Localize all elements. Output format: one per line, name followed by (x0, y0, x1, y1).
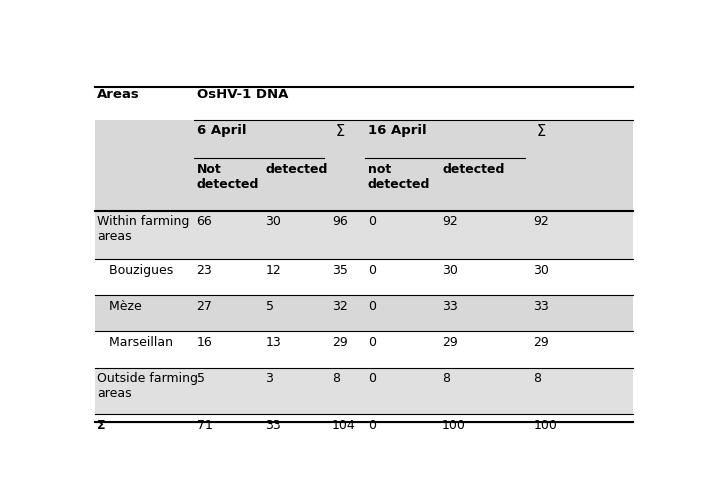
Text: 100: 100 (533, 419, 557, 432)
Text: detected: detected (442, 163, 505, 176)
Text: 104: 104 (332, 419, 355, 432)
Bar (95, 158, 632, 211)
Text: 30: 30 (442, 264, 458, 277)
Text: 92: 92 (533, 215, 549, 228)
Text: 71: 71 (197, 419, 212, 432)
Bar (95, 120, 632, 158)
Text: 33: 33 (533, 300, 549, 313)
Text: 0: 0 (367, 264, 376, 277)
Text: 6 April: 6 April (197, 124, 246, 137)
Text: 30: 30 (533, 264, 549, 277)
Text: 33: 33 (442, 300, 458, 313)
Text: 0: 0 (367, 373, 376, 385)
Text: 33: 33 (266, 419, 281, 432)
Text: Σ: Σ (335, 124, 345, 139)
Text: not
detected: not detected (367, 163, 430, 191)
Text: 23: 23 (197, 264, 212, 277)
Bar (95, 368, 632, 414)
Text: 5: 5 (266, 300, 273, 313)
Text: Areas: Areas (98, 89, 140, 102)
Text: 8: 8 (332, 373, 340, 385)
Text: 13: 13 (266, 336, 281, 349)
Text: 29: 29 (442, 336, 458, 349)
Text: 0: 0 (367, 215, 376, 228)
Text: Marseillan: Marseillan (98, 336, 173, 349)
Text: Σ: Σ (98, 419, 106, 432)
Text: OsHV-1 DNA: OsHV-1 DNA (197, 89, 288, 102)
Text: 0: 0 (367, 300, 376, 313)
Bar (95, 211, 632, 259)
Text: 12: 12 (266, 264, 281, 277)
Text: 30: 30 (266, 215, 281, 228)
Text: 3: 3 (266, 373, 273, 385)
Bar (95, 259, 632, 295)
Text: Mèze: Mèze (98, 300, 142, 313)
Text: 100: 100 (442, 419, 466, 432)
Bar (95, 414, 632, 422)
Text: 16: 16 (197, 336, 212, 349)
Text: 96: 96 (332, 215, 347, 228)
Text: 5: 5 (197, 373, 204, 385)
Text: 27: 27 (197, 300, 212, 313)
Text: Within farming
areas: Within farming areas (98, 215, 189, 243)
Bar (95, 332, 632, 368)
Text: detected: detected (266, 163, 328, 176)
Text: 29: 29 (332, 336, 347, 349)
Text: 8: 8 (533, 373, 541, 385)
Text: 0: 0 (367, 336, 376, 349)
Text: 8: 8 (442, 373, 450, 385)
Text: 32: 32 (332, 300, 347, 313)
Text: Σ: Σ (537, 124, 546, 139)
Bar (95, 87, 632, 120)
Text: 29: 29 (533, 336, 549, 349)
Text: Not
detected: Not detected (197, 163, 259, 191)
Text: 66: 66 (197, 215, 212, 228)
Text: Bouzigues: Bouzigues (98, 264, 174, 277)
Text: 0: 0 (367, 419, 376, 432)
Text: 35: 35 (332, 264, 347, 277)
Bar (95, 295, 632, 332)
Text: Outside farming
areas: Outside farming areas (98, 373, 198, 400)
Text: 16 April: 16 April (367, 124, 426, 137)
Text: 92: 92 (442, 215, 458, 228)
